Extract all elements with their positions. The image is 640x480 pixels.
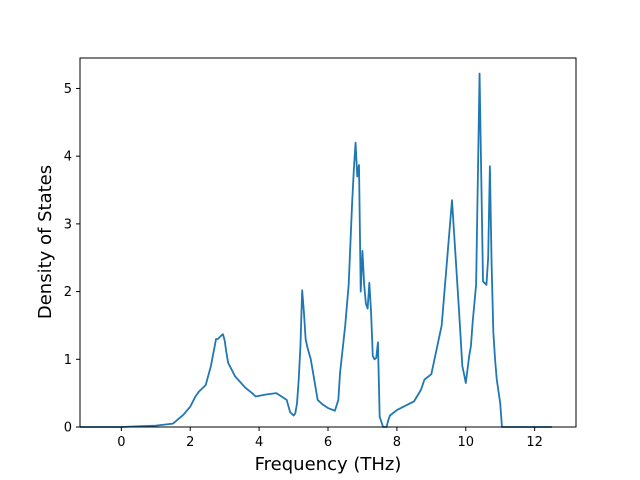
y-axis-ticks: 0 1 2 3 4 5 xyxy=(64,82,80,436)
y-tick-label: 0 xyxy=(64,421,72,436)
x-axis-label: Frequency (THz) xyxy=(255,454,402,475)
x-tick-label: 8 xyxy=(393,435,401,450)
y-tick-label: 5 xyxy=(64,82,72,97)
series-layer xyxy=(80,72,552,428)
x-tick-label: 2 xyxy=(186,435,194,450)
x-tick-label: 10 xyxy=(458,435,475,450)
x-tick-label: 4 xyxy=(255,435,263,450)
y-tick-label: 1 xyxy=(64,353,72,368)
y-axis-label: Density of States xyxy=(35,165,56,319)
y-tick-label: 3 xyxy=(64,217,72,232)
y-tick-label: 2 xyxy=(64,285,72,300)
y-tick-label: 4 xyxy=(64,150,72,165)
x-axis-ticks: 0 2 4 6 8 10 12 xyxy=(117,427,543,450)
dos-series-line-0 xyxy=(80,72,552,428)
x-tick-label: 0 xyxy=(117,435,125,450)
plot-area xyxy=(80,58,576,427)
x-tick-label: 12 xyxy=(526,435,543,450)
x-tick-label: 6 xyxy=(324,435,332,450)
